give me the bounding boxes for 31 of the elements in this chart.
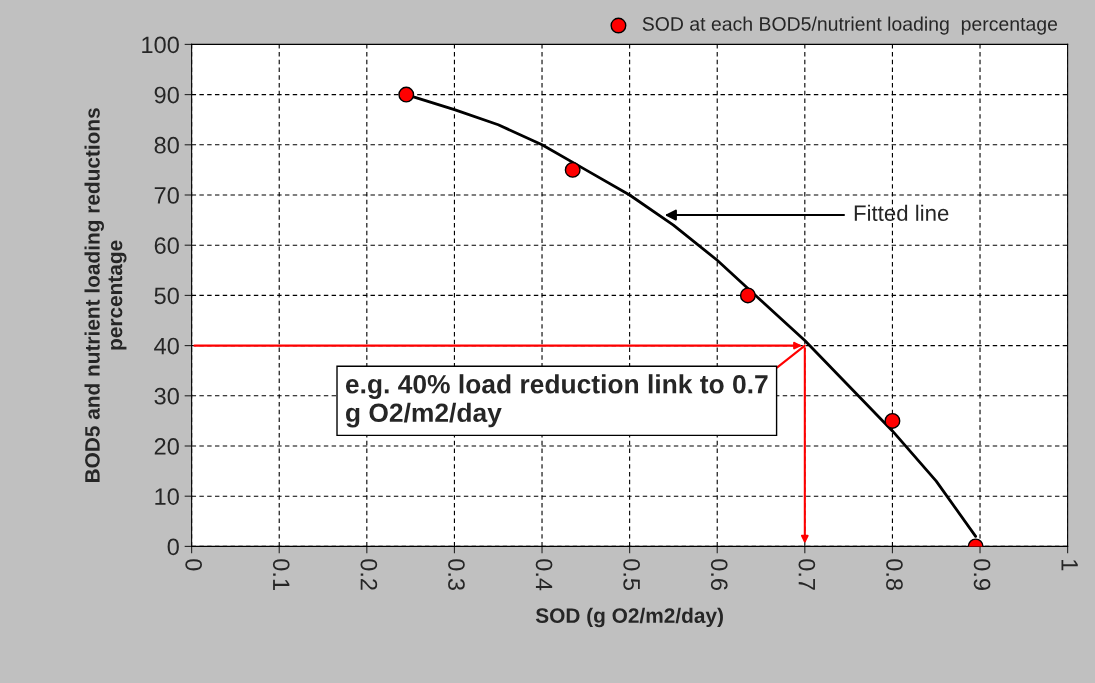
y-tick-label: 60: [154, 237, 179, 254]
x-tick-label: 1: [1061, 560, 1078, 571]
point: [564, 161, 581, 178]
x-tick-label: 0.7: [798, 559, 816, 590]
point: [884, 412, 901, 429]
x-tick-label: 0.8: [886, 559, 903, 590]
y-tick-label: 10: [155, 488, 179, 505]
x-tick-label: 0.4: [535, 559, 553, 591]
y-tick-label: 90: [154, 86, 179, 104]
y-tick-label: 50: [154, 287, 179, 305]
y-tick-label: 30: [154, 387, 179, 405]
x-tick-label: 0: [185, 559, 203, 571]
y-tick-label: 80: [154, 136, 179, 154]
y-tick-label: 70: [154, 187, 179, 204]
x-tick-label: 0.6: [710, 559, 728, 590]
y-tick-label: 20: [154, 438, 179, 455]
annotation: e.g. 40% load reduction link to 0.7 g O2/m2/day: [345, 374, 768, 428]
point: [739, 287, 756, 304]
x-tick-label: 0.3: [448, 559, 465, 590]
y-axis-title: BOD5 and nutrient loading reductions percentage: [84, 108, 127, 483]
point: [398, 86, 415, 103]
annotation: Fitted line: [854, 204, 949, 222]
x-tick-label: 0.2: [360, 559, 378, 590]
y-tick-label: 0: [167, 538, 179, 556]
x-tick-label: 0.9: [973, 559, 991, 590]
legend-label: SOD at each BOD5/nutrient loading percentage: [642, 16, 1058, 35]
x-axis-title: SOD (g O2/m2/day): [535, 607, 723, 628]
x-tick-label: 0.5: [623, 559, 641, 591]
x-tick-label: 0.1: [272, 559, 290, 590]
y-tick-label: 40: [154, 337, 179, 355]
y-tick-label: 100: [142, 36, 179, 54]
